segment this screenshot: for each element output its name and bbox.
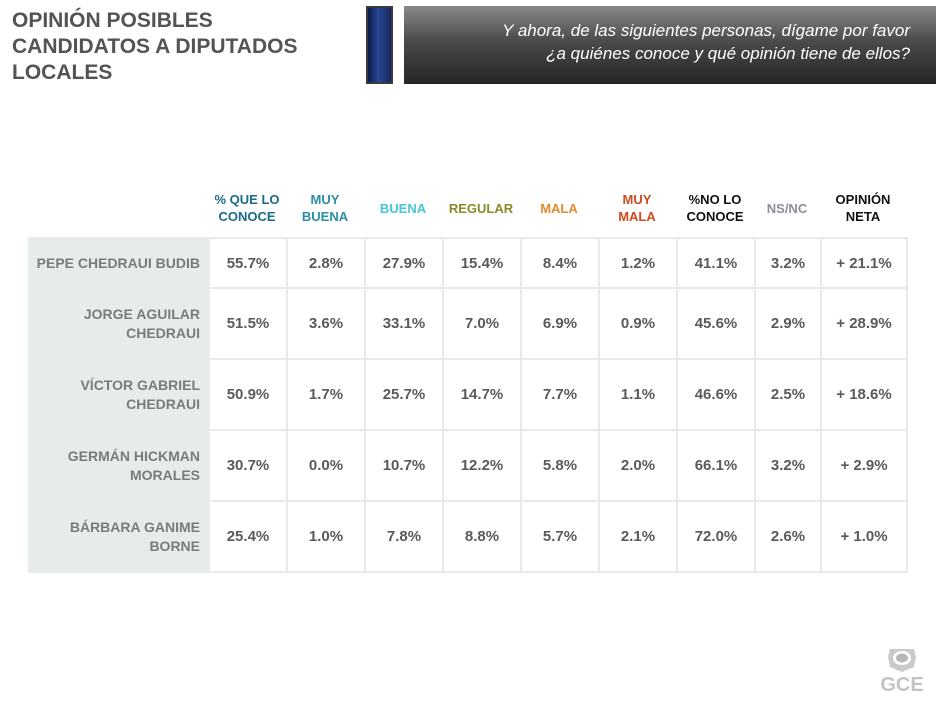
table-cell: 41.1% [676,237,756,289]
table-cell: 5.8% [520,429,600,502]
candidate-name: PEPE CHEDRAUI BUDIB [28,237,210,289]
table-row: JORGE AGUILAR CHEDRAUI 51.5% 3.6% 33.1% 7.0% 6… [28,287,908,360]
column-header-nsnc: NS/NC [754,184,820,232]
candidate-name-line: BORNE [149,537,200,554]
table-cell: + 2.9% [820,429,908,502]
table-cell: 55.7% [208,237,288,289]
candidate-name: VÍCTOR GABRIEL CHEDRAUI [28,358,210,431]
question-line: Y ahora, de las siguientes personas, díg… [502,21,910,40]
candidate-name-line: GERMÁN HICKMAN [67,447,200,464]
opinion-table: PEPE CHEDRAUI BUDIB 55.7% 2.8% 27.9% 15.4% 8.… [28,237,908,573]
column-header-line: MALA [540,200,578,216]
table-cell: + 21.1% [820,237,908,289]
table-cell: + 18.6% [820,358,908,431]
table-row: BÁRBARA GANIME BORNE 25.4% 1.0% 7.8% 8.8% 5.7%… [28,500,908,573]
candidate-name-line: CHEDRAUI [126,324,200,341]
table-cell: 3.2% [754,429,822,502]
gce-logo: GCE [880,649,924,695]
table-cell: 30.7% [208,429,288,502]
page-title: OPINIÓN POSIBLES CANDIDATOS A DIPUTADOS … [12,8,352,86]
table-cell: 2.0% [598,429,678,502]
table-row: GERMÁN HICKMAN MORALES 30.7% 0.0% 10.7% 12.2%… [28,429,908,502]
table-row: PEPE CHEDRAUI BUDIB 55.7% 2.8% 27.9% 15.4% 8.… [28,237,908,289]
column-header-line: % QUE LO [214,192,280,207]
logo-text: GCE [880,674,923,695]
question-box: Y ahora, de las siguientes personas, díg… [404,6,936,84]
table-cell: 25.4% [208,500,288,573]
table-cell: 7.8% [364,500,444,573]
table-cell: 25.7% [364,358,444,431]
table-cell: 7.7% [520,358,600,431]
table-cell: + 28.9% [820,287,908,360]
column-header-line: %NO LO [688,192,742,207]
shield-emblem-icon [888,649,916,672]
column-header-line: REGULAR [448,200,514,216]
candidate-name-line: JORGE AGUILAR [83,305,200,322]
table-cell: 2.1% [598,500,678,573]
table-cell: 8.4% [520,237,600,289]
table-cell: + 1.0% [820,500,908,573]
table-cell: 51.5% [208,287,288,360]
column-header-line: BUENA [379,200,427,216]
title-line: OPINIÓN POSIBLES [12,9,213,32]
table-cell: 45.6% [676,287,756,360]
column-header-buena: BUENA [364,184,442,232]
column-header-mala: MALA [520,184,598,232]
column-header-conoce: % QUE LO CONOCE [208,184,286,232]
table-cell: 2.6% [754,500,822,573]
table-cell: 5.7% [520,500,600,573]
column-header-line: NS/NC [766,200,808,216]
table-cell: 6.9% [520,287,600,360]
table-cell: 2.8% [286,237,366,289]
candidate-name-line: PEPE CHEDRAUI BUDIB [36,254,200,271]
candidate-name-line: CHEDRAUI [126,395,200,412]
column-header-no-conoce: %NO LO CONOCE [676,184,754,232]
table-cell: 72.0% [676,500,756,573]
table-cell: 0.9% [598,287,678,360]
accent-bar [366,6,393,84]
title-line: LOCALES [12,61,113,84]
table-cell: 15.4% [442,237,522,289]
table-cell: 12.2% [442,429,522,502]
candidate-name-line: BÁRBARA GANIME [69,518,200,535]
table-cell: 0.0% [286,429,366,502]
column-header-line: CONOCE [686,209,744,224]
table-cell: 3.2% [754,237,822,289]
table-cell: 66.1% [676,429,756,502]
candidate-name-line: MORALES [130,466,200,483]
table-cell: 14.7% [442,358,522,431]
table-cell: 2.5% [754,358,822,431]
column-header-line: MALA [618,209,656,224]
table-cell: 7.0% [442,287,522,360]
candidate-name: BÁRBARA GANIME BORNE [28,500,210,573]
question-line: ¿a quiénes conoce y qué opinión tiene de… [546,44,910,63]
candidate-name: JORGE AGUILAR CHEDRAUI [28,287,210,360]
candidate-name: GERMÁN HICKMAN MORALES [28,429,210,502]
table-cell: 3.6% [286,287,366,360]
column-header-line: BUENA [301,209,349,224]
column-header-line: OPINIÓN [835,192,891,207]
column-header-opinion-neta: OPINIÓN NETA [820,184,906,232]
table-cell: 46.6% [676,358,756,431]
table-cell: 8.8% [442,500,522,573]
table-cell: 27.9% [364,237,444,289]
column-header-line: MUY [310,192,340,207]
column-header-line: CONOCE [218,209,276,224]
table-cell: 10.7% [364,429,444,502]
column-header-line: MUY [622,192,652,207]
column-header-muy-buena: MUY BUENA [286,184,364,232]
candidate-name-line: VÍCTOR GABRIEL [80,376,200,393]
title-line: CANDIDATOS A DIPUTADOS [12,35,298,58]
column-header-muy-mala: MUY MALA [598,184,676,232]
table-cell: 2.9% [754,287,822,360]
table-cell: 1.0% [286,500,366,573]
table-cell: 1.2% [598,237,678,289]
table-cell: 1.1% [598,358,678,431]
column-header-regular: REGULAR [442,184,520,232]
table-cell: 33.1% [364,287,444,360]
column-header-line: NETA [845,209,881,224]
table-cell: 1.7% [286,358,366,431]
table-row: VÍCTOR GABRIEL CHEDRAUI 50.9% 1.7% 25.7% 14.7… [28,358,908,431]
table-cell: 50.9% [208,358,288,431]
